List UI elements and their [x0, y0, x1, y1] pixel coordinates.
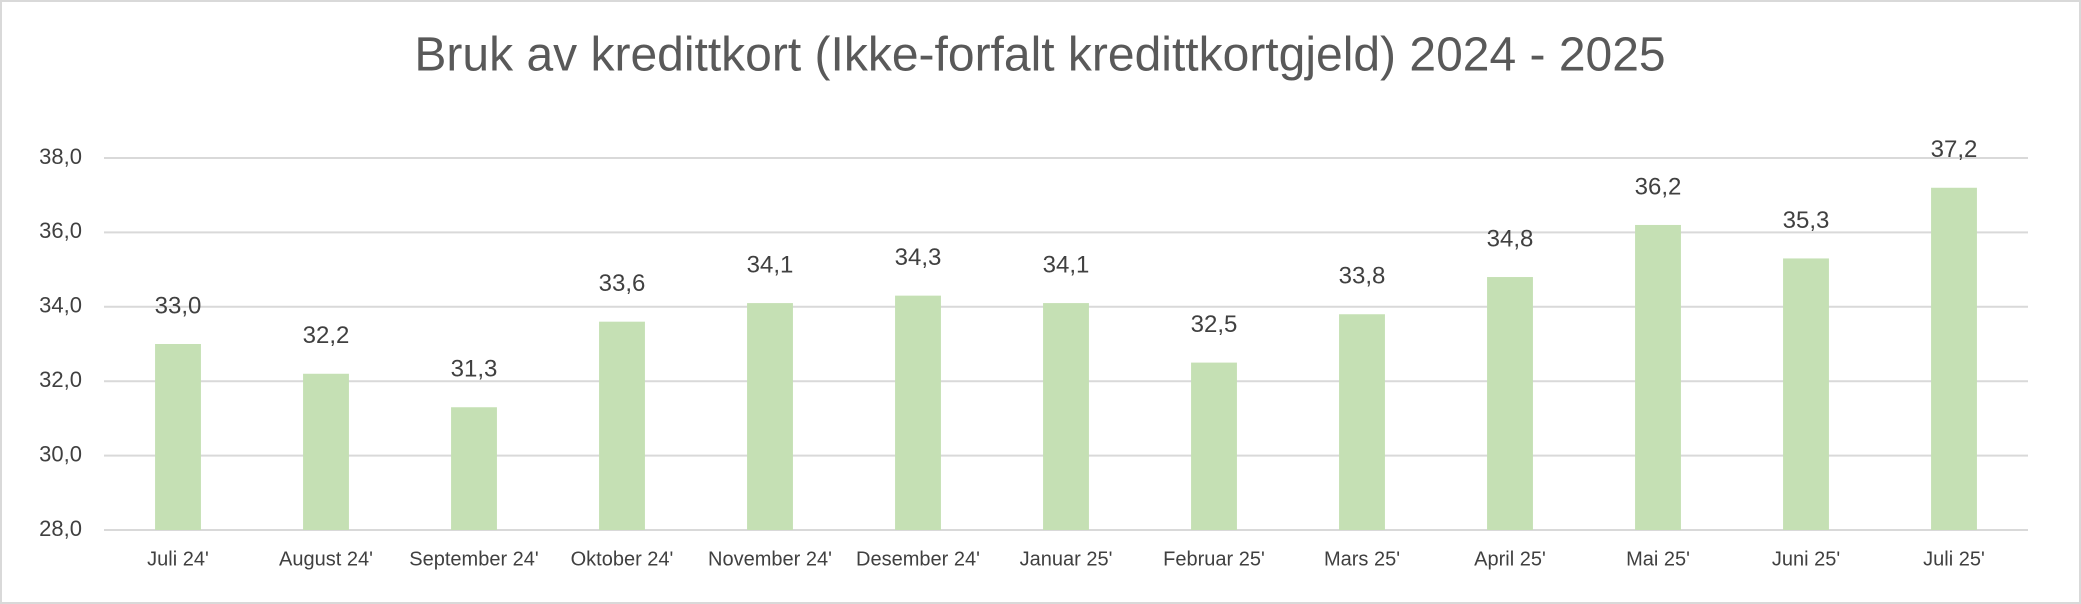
- bar: [303, 373, 349, 530]
- x-tick-label: Januar 25': [1020, 548, 1113, 570]
- value-label: 36,2: [1635, 173, 1682, 200]
- y-tick-label: 32,0: [39, 367, 82, 392]
- value-label: 33,6: [599, 270, 646, 297]
- value-label: 34,3: [895, 244, 942, 271]
- value-label: 31,3: [451, 356, 498, 383]
- x-tick-label: Februar 25': [1163, 548, 1265, 570]
- bar: [895, 295, 941, 530]
- value-label: 37,2: [1931, 136, 1978, 163]
- y-tick-label: 38,0: [39, 144, 82, 169]
- x-tick-label: April 25': [1474, 548, 1546, 570]
- x-tick-label: Oktober 24': [571, 548, 674, 570]
- bar: [1339, 314, 1385, 530]
- chart-title: Bruk av kredittkort (Ikke-forfalt kredit…: [414, 29, 1665, 82]
- value-label: 34,1: [747, 251, 794, 278]
- x-tick-label: Juli 25': [1923, 548, 1985, 570]
- value-label: 33,8: [1339, 263, 1386, 290]
- bar: [451, 407, 497, 530]
- value-label: 34,8: [1487, 225, 1534, 252]
- value-label: 34,1: [1043, 251, 1090, 278]
- bar: [1931, 187, 1977, 530]
- x-tick-label: November 24': [708, 548, 832, 570]
- x-tick-label: August 24': [279, 548, 373, 570]
- bar: [1191, 362, 1237, 530]
- x-tick-label: September 24': [409, 548, 538, 570]
- x-tick-label: Desember 24': [856, 548, 980, 570]
- value-label: 32,5: [1191, 311, 1238, 338]
- bar: [1635, 224, 1681, 530]
- bar: [1783, 258, 1829, 530]
- y-tick-label: 34,0: [39, 293, 82, 318]
- value-label: 33,0: [155, 292, 202, 319]
- bar: [1043, 303, 1089, 530]
- y-tick-label: 36,0: [39, 218, 82, 243]
- y-tick-label: 30,0: [39, 441, 82, 466]
- value-label: 32,2: [303, 322, 350, 349]
- x-tick-label: Juli 24': [147, 548, 209, 570]
- bar: [155, 344, 201, 530]
- value-label: 35,3: [1783, 207, 1830, 234]
- bar: [747, 303, 793, 530]
- bar: [599, 321, 645, 530]
- x-tick-label: Mai 25': [1626, 548, 1690, 570]
- x-tick-label: Mars 25': [1324, 548, 1400, 570]
- bar: [1487, 277, 1533, 530]
- y-tick-label: 28,0: [39, 516, 82, 541]
- x-tick-label: Juni 25': [1772, 548, 1840, 570]
